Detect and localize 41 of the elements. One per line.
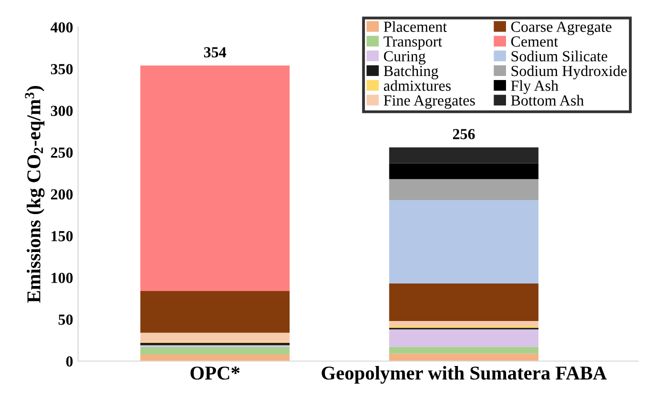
legend-label: Transport [384, 36, 442, 50]
legend-label: Fly Ash [511, 80, 558, 94]
bar [389, 283, 538, 322]
bar [140, 66, 290, 291]
y-tick-label: 300 [50, 106, 73, 116]
legend-label: Sodium Hydroxide [512, 65, 627, 80]
bar [140, 332, 290, 342]
bar [389, 321, 538, 326]
y-tick-label: 150 [52, 231, 73, 242]
bar [389, 163, 538, 180]
y-tick-label: 250 [50, 148, 73, 158]
total-label: 354 [204, 47, 226, 58]
bar [140, 290, 290, 333]
y-tick-label: 350 [50, 64, 73, 74]
y-tick-label: 400 [50, 22, 73, 33]
x-tick-label: Geopolymer with Sumatera FABA [322, 366, 607, 384]
legend-label: Fine Agregates [384, 95, 475, 109]
legend-label: Coarse Agregate [511, 22, 612, 36]
y-tick-label: 100 [52, 272, 73, 284]
y-tick-label: 0 [66, 356, 73, 367]
y-axis-title: Emissions (kg CO$_{2}$-eq/m$^{3}$) [24, 86, 45, 303]
legend-label: Placement [384, 21, 447, 32]
total-label: 256 [452, 128, 475, 140]
bar [389, 179, 538, 200]
bar [389, 329, 538, 347]
legend-label: Batching [384, 65, 438, 80]
bar [389, 354, 538, 362]
legend-label: Cement [511, 36, 558, 47]
legend-label: Sodium Silicate [512, 50, 608, 62]
x-tick-label: OPC* [190, 366, 240, 380]
legend-label: admixtures [384, 80, 451, 91]
bar [140, 346, 290, 354]
y-tick-label: 200 [50, 189, 73, 200]
bar [389, 346, 538, 354]
legend-label: Bottom Ash [511, 94, 584, 106]
bar [389, 147, 538, 164]
legend-label: Curing [384, 51, 426, 65]
bar [140, 354, 290, 362]
bar [140, 342, 290, 346]
y-tick-label: 50 [58, 314, 73, 325]
bar [389, 200, 538, 284]
